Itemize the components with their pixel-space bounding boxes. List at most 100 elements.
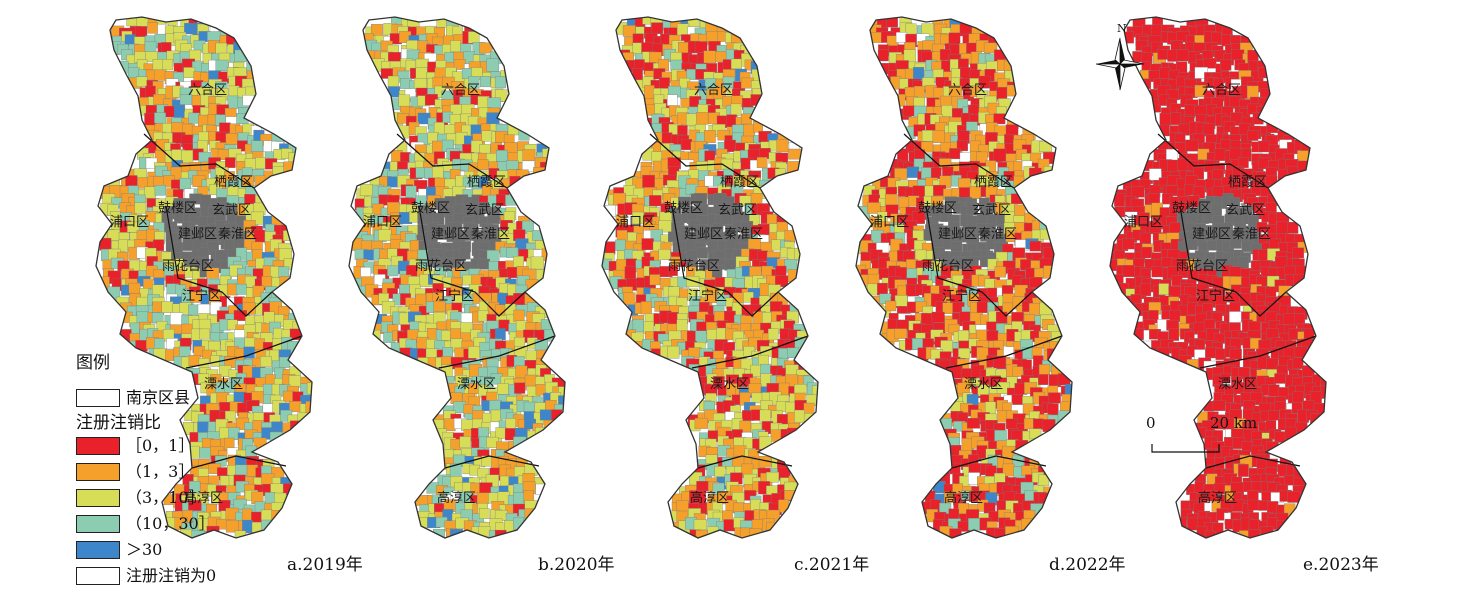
parcel [514,382,526,394]
parcel [539,409,552,421]
district-label: 鼓楼区 [158,201,197,216]
legend-class-3: （10，30］ [76,512,215,536]
district-label: 鼓楼区 [918,201,957,216]
parcel [932,130,945,143]
legend-swatch-4 [76,541,120,559]
parcel [476,492,489,505]
parcel [1274,431,1286,443]
parcel [1212,430,1223,442]
legend-label-2: （3，10］ [126,488,205,507]
parcel [1168,328,1180,341]
parcel [688,364,700,375]
parcel [415,495,429,506]
parcel [1185,139,1199,152]
legend-swatch-0 [76,437,120,455]
city-outline [855,16,1073,539]
district-boundary [691,335,809,369]
parcel [1284,475,1295,486]
parcel [477,310,489,322]
parcel [1229,348,1242,360]
district-boundary [1179,205,1287,317]
parcel [161,301,174,313]
parcel [260,356,272,368]
city-outline [95,16,313,539]
parcel [1039,141,1053,152]
parcel [616,230,628,241]
district-label: 玄武区 [212,203,251,218]
parcel [515,365,528,378]
district-label: 浦口区 [363,215,402,230]
parcel [459,247,471,260]
parcel [125,175,138,188]
district-label: 高淳区 [690,490,729,506]
parcel [1297,150,1309,163]
district-label: 浦口区 [1124,215,1163,230]
parcel [1287,165,1299,178]
parcel [623,292,636,305]
parcel [733,445,747,457]
district-label: 建邺区 [178,227,217,242]
parcel [152,59,164,71]
parcel [459,436,471,448]
parcel [477,258,490,270]
district-label: 鼓楼区 [411,201,450,216]
city-outline [601,16,819,539]
parcel [153,239,165,251]
district-label: 栖霞区 [214,175,253,190]
north-arrow-icon [1095,37,1145,91]
parcel [1186,359,1199,372]
parcel [1029,277,1043,289]
parcel [659,77,670,90]
parcel [433,529,445,538]
parcel [136,76,148,87]
district-boundary [396,133,508,189]
parcel [1003,346,1014,358]
scale-bar-end-label: 20 km [1210,414,1258,432]
parcel [497,383,509,395]
legend-label-4: ＞30 [126,540,163,559]
parcel [1219,372,1231,384]
parcel [681,139,693,151]
parcel [1006,84,1020,97]
parcel [495,328,506,341]
parcel [994,266,1006,278]
parcel [968,518,981,531]
parcel [1238,255,1249,269]
parcel [243,220,256,232]
district-label: 溧水区 [964,377,1003,392]
parcel [931,311,945,323]
legend-swatch-1 [76,463,120,481]
district-label: 溧水区 [204,377,243,392]
parcel [996,87,1008,100]
parcel [1187,238,1198,250]
parcel [686,113,698,126]
district-label: 玄武区 [1226,203,1265,218]
parcel [1048,392,1061,404]
parcel [1238,464,1249,477]
parcel [649,195,662,207]
district-label: 雨花台区 [162,258,214,274]
parcel [236,113,249,125]
parcel [730,58,742,70]
district-boundary [649,133,761,189]
district-boundary [903,133,1015,189]
district-label: 雨花台区 [1176,258,1228,274]
parcel [251,140,264,152]
parcel [1043,166,1057,180]
legend-swatch-2 [76,489,120,507]
parcel [480,76,491,88]
parcel [886,17,898,28]
parcel [513,492,526,506]
parcel [604,241,616,255]
parcel [170,312,183,326]
parcel [478,300,490,312]
city-outline [1109,16,1327,539]
district-boundary [143,133,255,189]
parcel [487,213,500,224]
parcel [179,177,192,190]
parcel [741,113,753,125]
district-label: 浦口区 [870,215,909,230]
district-boundary [697,455,793,469]
parcel [494,76,506,89]
parcel [199,328,210,340]
